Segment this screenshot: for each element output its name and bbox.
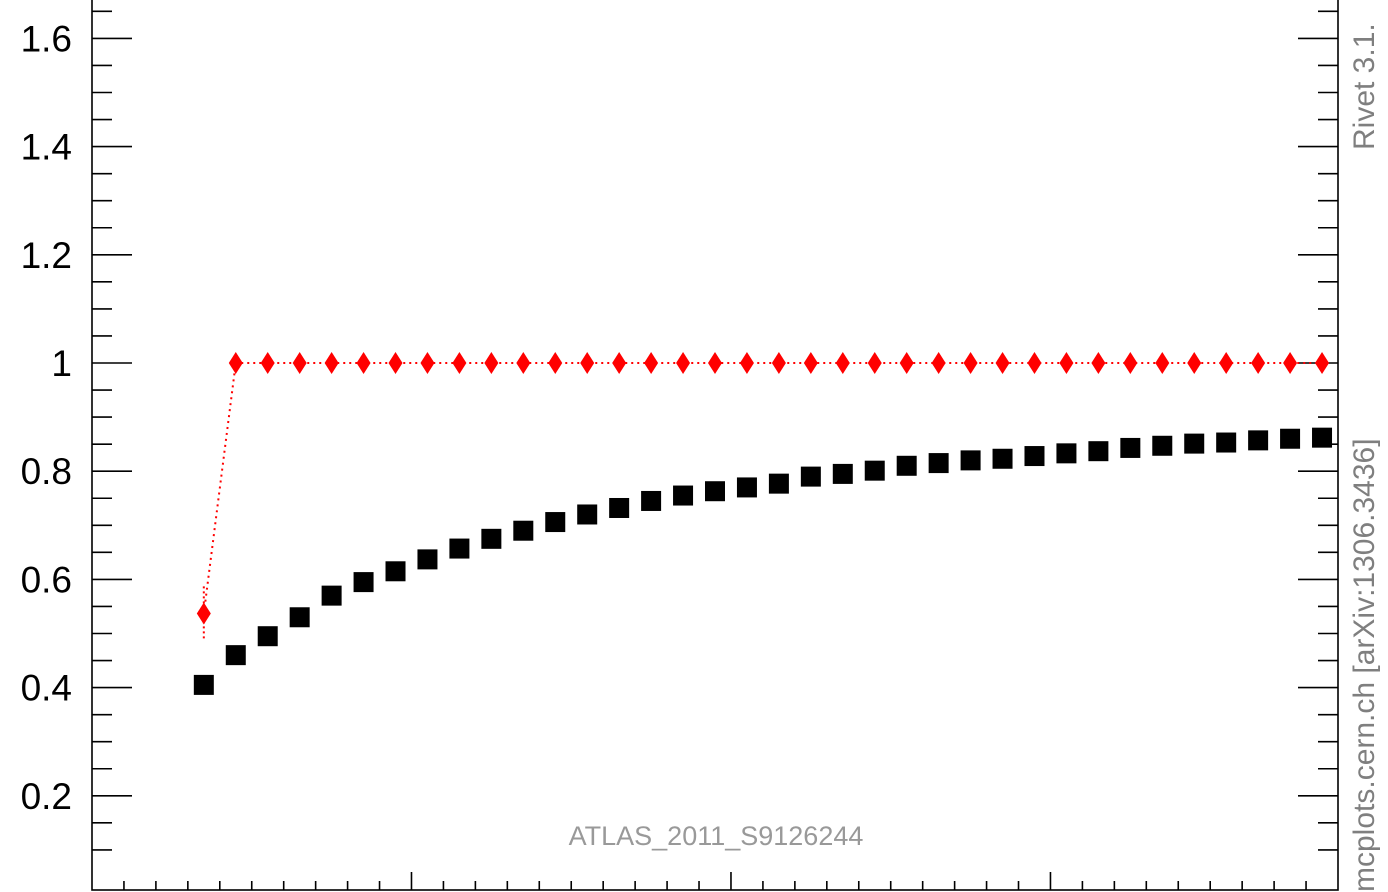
black-square-point (1184, 433, 1205, 454)
black-square-series (193, 427, 1333, 695)
y-tick-label: 1.4 (21, 127, 72, 168)
red-diamond-point (867, 352, 882, 374)
red-diamond-point (1187, 352, 1202, 374)
y-tick-label: 1.6 (21, 18, 72, 59)
red-diamond-point (1155, 352, 1170, 374)
red-diamond-point (1315, 352, 1330, 374)
red-diamond-point (548, 352, 563, 374)
black-square-point (928, 453, 949, 474)
black-square-point (1312, 427, 1333, 448)
red-diamond-point (580, 352, 595, 374)
black-square-point (832, 463, 853, 484)
black-square-point (321, 585, 342, 606)
red-diamond-point (739, 352, 754, 374)
red-diamond-point (388, 352, 403, 374)
red-diamond-point (196, 602, 211, 625)
red-diamond-point (803, 352, 818, 374)
black-square-point (1248, 430, 1269, 451)
black-square-point (1024, 446, 1045, 467)
red-diamond-point (676, 352, 691, 374)
black-square-point (992, 448, 1013, 469)
red-diamond-point (1059, 352, 1074, 374)
black-square-point (736, 477, 757, 498)
y-tick-label: 0.6 (21, 559, 72, 600)
black-square-point (1216, 432, 1237, 453)
red-diamond-point (1251, 352, 1266, 374)
black-square-point (353, 572, 374, 593)
red-diamond-point (484, 352, 499, 374)
y-tick-label: 1.2 (21, 235, 72, 276)
red-diamond-point (1027, 352, 1042, 374)
plot-frame (91, 0, 1339, 891)
red-diamond-point (260, 352, 275, 374)
black-square-point (896, 455, 917, 476)
red-diamond-point (771, 352, 786, 374)
black-square-point (481, 528, 502, 549)
red-diamond-point (835, 352, 850, 374)
y-tick-label: 1 (51, 343, 72, 384)
black-square-point (1152, 435, 1173, 456)
black-square-point (768, 473, 789, 494)
x-axis-ticks (123, 872, 1307, 890)
black-square-point (577, 504, 598, 525)
red-diamond-point (420, 352, 435, 374)
black-square-point (673, 485, 694, 506)
red-diamond-point (899, 352, 914, 374)
analysis-watermark: ATLAS_2011_S9126244 (569, 821, 864, 851)
black-square-point (257, 626, 278, 647)
black-square-point (960, 450, 981, 471)
y-tick-label: 0.8 (21, 451, 72, 492)
red-diamond-series (196, 352, 1330, 641)
y-axis-tick-labels: 0.2 0.4 0.6 0.8 1 1.2 1.4 1.6 (21, 18, 72, 816)
y-tick-label: 0.2 (21, 776, 72, 817)
black-square-point (1088, 441, 1109, 462)
black-square-point (449, 538, 470, 559)
red-diamond-point (1091, 352, 1106, 374)
red-diamond-point (644, 352, 659, 374)
black-square-point (1120, 437, 1141, 458)
black-square-point (705, 481, 725, 502)
red-diamond-point (1123, 352, 1138, 374)
red-diamond-point (1283, 352, 1298, 374)
red-diamond-point (292, 352, 307, 374)
black-square-point (289, 607, 310, 628)
red-diamond-point (963, 352, 978, 374)
red-diamond-point (228, 352, 243, 374)
black-square-point (1056, 443, 1077, 464)
y-axis-ticks (92, 10, 1338, 851)
black-square-point (513, 520, 534, 541)
black-square-point (193, 674, 214, 695)
plot-border (91, 0, 1339, 891)
black-square-point (417, 549, 438, 570)
red-diamond-point (1219, 352, 1234, 374)
black-square-point (225, 645, 246, 666)
red-diamond-point (516, 352, 531, 374)
red-diamond-point (995, 352, 1010, 374)
black-square-point (385, 561, 406, 582)
red-diamond-point (612, 352, 627, 374)
mcplots-source-label: mcplots.cern.ch [arXiv:1306.3436] (1348, 438, 1381, 892)
red-diamond-point (931, 352, 946, 374)
black-square-point (800, 466, 821, 487)
red-diamond-point (356, 352, 371, 374)
red-diamond-point (708, 352, 722, 374)
red-diamond-point (324, 352, 339, 374)
black-square-point (864, 460, 885, 481)
black-square-point (1280, 428, 1301, 449)
rivet-version-label: Rivet 3.1. (1348, 23, 1381, 150)
black-square-point (609, 497, 630, 518)
red-diamond-point (452, 352, 467, 374)
black-square-point (545, 512, 566, 533)
black-square-point (641, 490, 662, 511)
y-tick-label: 0.4 (21, 668, 72, 709)
